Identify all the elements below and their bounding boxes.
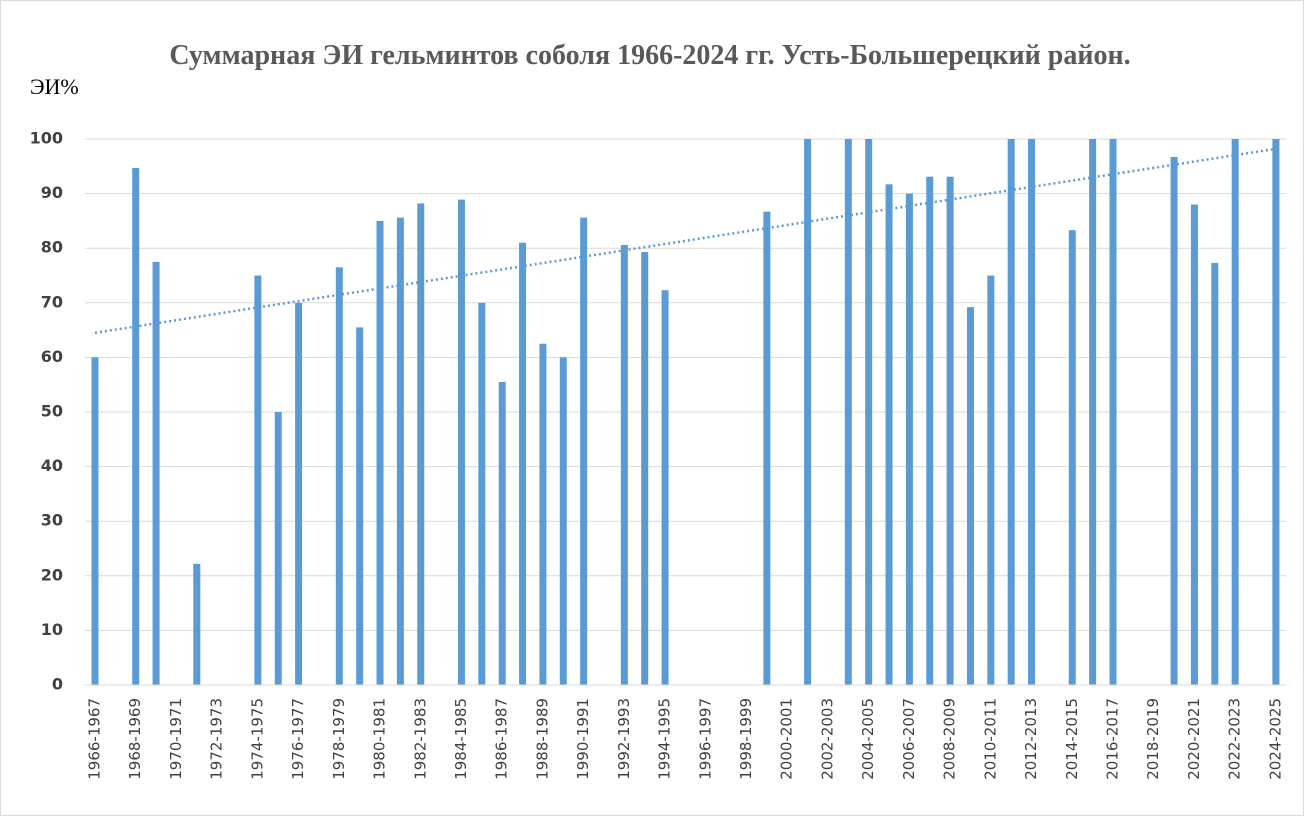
x-tick-label: 2010-2011 [981,698,999,780]
bar [926,176,934,685]
bar [91,357,99,685]
x-tick-label: 2006-2007 [900,698,918,780]
y-tick-label: 50 [41,402,63,421]
y-tick-label: 40 [41,456,63,475]
bar [274,412,282,685]
x-tick-label: 2004-2005 [859,698,877,780]
x-tick-label: 2008-2009 [941,698,959,780]
bar [1109,139,1117,685]
x-tick-label: 1982-1983 [411,698,429,780]
y-axis-label: ЭИ% [30,74,79,99]
bar [457,199,465,685]
bar [905,193,913,685]
bar [763,211,771,686]
x-tick-label: 1994-1995 [656,698,674,780]
bar [356,327,364,685]
y-tick-label: 100 [30,129,63,148]
bar [396,217,404,685]
bar [580,217,588,685]
x-tick-label: 1978-1979 [330,698,348,780]
bar [254,275,262,685]
bar [1028,139,1036,685]
bar [641,252,649,685]
x-tick-label: 1984-1985 [452,698,470,780]
x-tick-label: 1996-1997 [696,698,714,780]
y-tick-label: 70 [41,292,63,311]
y-tick-label: 10 [41,620,63,639]
x-tick-label: 1970-1971 [167,698,185,780]
bar [865,139,873,685]
y-tick-label: 60 [41,347,63,366]
x-tick-label: 1972-1973 [208,698,226,780]
bar [335,267,343,685]
bar [620,244,628,685]
x-tick-label: 2014-2015 [1063,698,1081,780]
bar [1068,230,1076,685]
chart-title: Суммарная ЭИ гельминтов соболя 1966-2024… [169,40,1131,71]
x-tick-label: 1966-1967 [86,698,104,780]
x-tick-label: 2024-2025 [1266,698,1284,780]
bar [1190,204,1198,685]
bar [193,563,201,685]
x-tick-label: 2016-2017 [1104,698,1122,780]
x-tick-label: 1976-1977 [289,698,307,780]
trendline [94,147,1277,335]
bar [1272,139,1280,685]
bar [539,343,547,685]
bar [661,290,669,685]
x-tick-label: 1992-1993 [615,698,633,780]
bar [559,357,567,685]
bar [1089,139,1097,685]
x-tick-label: 2020-2021 [1185,698,1203,780]
x-tick-label: 2000-2001 [778,698,796,780]
bar [295,302,303,685]
bar [519,242,527,686]
bar [152,261,160,685]
x-tick-label: 1980-1981 [371,698,389,780]
x-tick-label: 2002-2003 [818,698,836,780]
bar [1007,139,1015,685]
x-tick-label: 2012-2013 [1022,698,1040,780]
x-tick-label: 1986-1987 [493,698,511,780]
bar [498,381,506,685]
bar [1211,262,1219,685]
y-tick-label: 20 [41,565,63,584]
bar [478,302,486,685]
y-tick-label: 80 [41,238,63,257]
x-tick-label: 1988-1989 [533,698,551,780]
x-tick-label: 2018-2019 [1144,698,1162,780]
x-tick-label: 2022-2023 [1226,698,1244,780]
bar [804,139,812,685]
y-tick-label: 0 [52,675,63,694]
bar [966,307,974,685]
bar [376,220,384,685]
y-tick-label: 30 [41,511,63,530]
bar [417,203,425,686]
y-tick-label: 90 [41,183,63,202]
x-tick-label: 1998-1999 [737,698,755,780]
bar [946,176,954,685]
bar [1231,139,1239,685]
bar [1170,157,1178,685]
x-tick-label: 1990-1991 [574,698,592,780]
x-tick-label: 1968-1969 [126,698,144,780]
x-tick-label: 1974-1975 [248,698,266,780]
bar [844,139,852,685]
bar [987,275,995,685]
bar [885,184,893,685]
bar [132,167,140,686]
